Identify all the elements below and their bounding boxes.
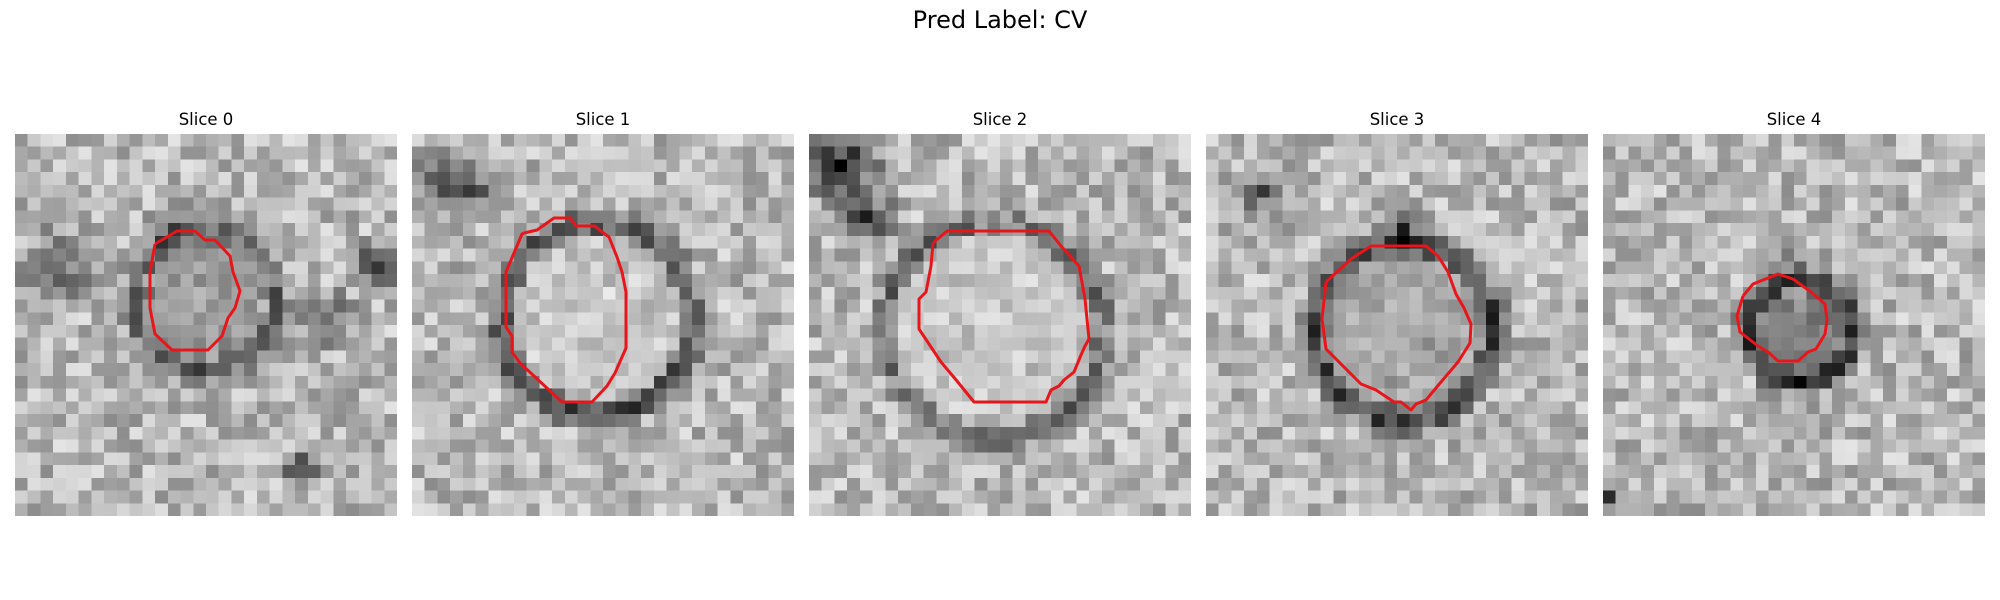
grayscale-image: [15, 134, 397, 516]
slice-panel-2: Slice 2: [809, 110, 1191, 516]
slice-image: [1603, 134, 1985, 516]
grayscale-image: [1603, 134, 1985, 516]
figure-title: Pred Label: CV: [912, 6, 1088, 34]
segmentation-contour: [917, 229, 1091, 404]
slice-title: Slice 4: [1766, 110, 1822, 129]
slice-image: [15, 134, 397, 516]
slice-title: Slice 0: [178, 110, 234, 129]
segmentation-contour: [504, 216, 628, 404]
slice-title: Slice 1: [575, 110, 631, 129]
slice-title: Slice 3: [1369, 110, 1425, 129]
slice-panel-4: Slice 4: [1603, 110, 1985, 516]
slice-panel-0: Slice 0: [15, 110, 397, 516]
slice-image: [1206, 134, 1588, 516]
slice-panel-1: Slice 1: [412, 110, 794, 516]
slice-image: [809, 134, 1191, 516]
slice-image: [412, 134, 794, 516]
segmentation-contour: [1320, 244, 1473, 412]
segmentation-contour: [148, 229, 242, 352]
grayscale-image: [809, 134, 1191, 516]
slice-panel-3: Slice 3: [1206, 110, 1588, 516]
slice-title: Slice 2: [972, 110, 1028, 129]
grayscale-image: [412, 134, 794, 516]
segmentation-contour: [1735, 272, 1829, 363]
grayscale-image: [1206, 134, 1588, 516]
